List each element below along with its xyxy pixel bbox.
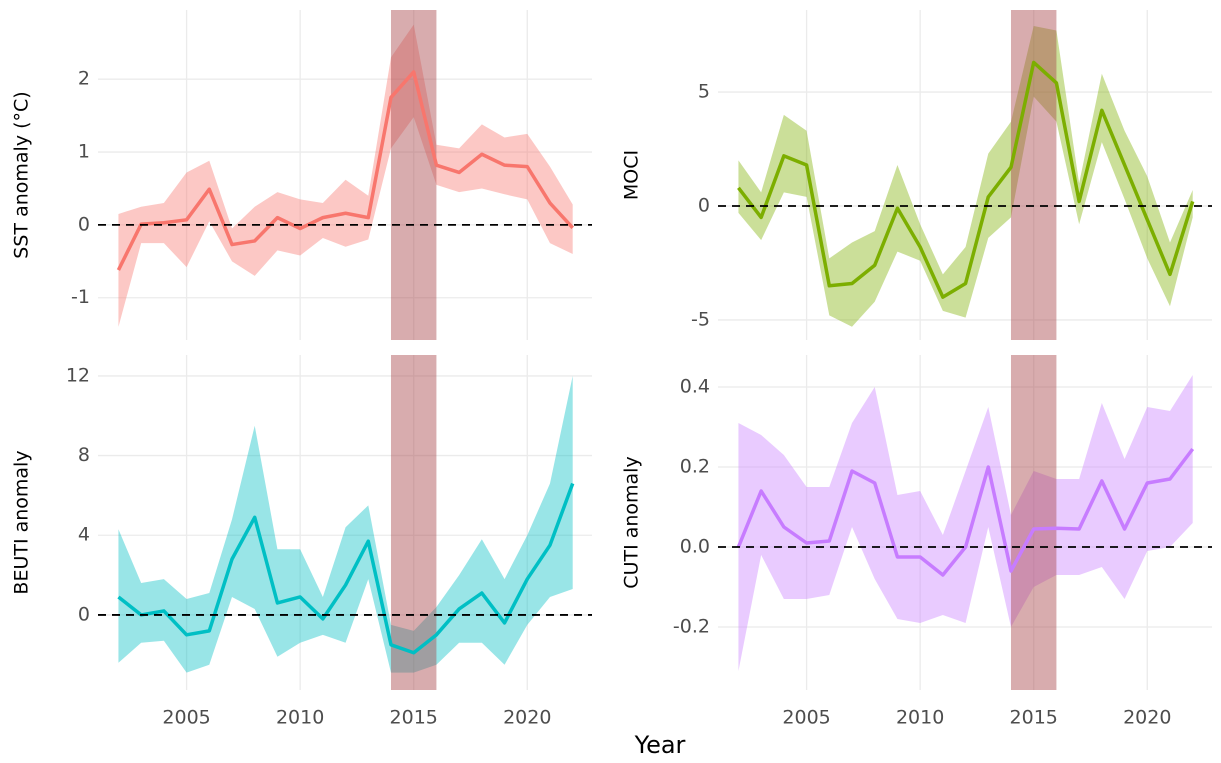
line: [117, 482, 575, 655]
y-tick-label: 0: [78, 603, 90, 625]
x-tick-label: 2010: [896, 707, 944, 729]
y-tick-label: -0.2: [673, 616, 710, 638]
ribbon: [118, 375, 573, 673]
y-tick-label: 0.0: [680, 536, 710, 558]
x-tick-label: 2005: [782, 707, 830, 729]
x-tick-label: 2020: [503, 707, 551, 729]
line: [736, 447, 1195, 577]
y-axis-label: MOCI: [621, 150, 643, 200]
y-tick-label: 12: [66, 364, 90, 386]
y-tick-label: 0.2: [680, 456, 710, 478]
y-tick-label: -5: [691, 308, 710, 330]
x-axis-label: Year: [634, 731, 686, 759]
ribbon: [738, 375, 1193, 671]
highlight-band: [1010, 355, 1057, 690]
x-tick-label: 2005: [162, 707, 210, 729]
x-tick-label: 2015: [390, 707, 438, 729]
highlight-band: [1010, 10, 1057, 340]
y-axis-label: BEUTI anomaly: [11, 450, 33, 594]
y-axis-label: CUTI anomaly: [621, 456, 643, 588]
line: [737, 60, 1195, 299]
highlight-band: [390, 10, 437, 340]
y-tick-label: 0: [78, 213, 90, 235]
ribbon: [738, 25, 1193, 327]
y-tick-label: 1: [78, 141, 90, 163]
y-tick-label: 5: [698, 81, 710, 103]
y-tick-label: 8: [78, 444, 90, 466]
y-axis-label: SST anomaly (°C): [11, 91, 33, 258]
y-tick-label: 2: [78, 68, 90, 90]
ribbon: [118, 24, 573, 327]
highlight-band: [390, 355, 437, 690]
line: [116, 70, 574, 271]
y-tick-label: 0.4: [680, 376, 710, 398]
y-tick-label: 0: [698, 194, 710, 216]
x-tick-label: 2015: [1010, 707, 1058, 729]
y-tick-label: -1: [71, 286, 90, 308]
x-tick-label: 2020: [1123, 707, 1171, 729]
y-tick-label: 4: [78, 524, 90, 546]
x-tick-label: 2010: [276, 707, 324, 729]
